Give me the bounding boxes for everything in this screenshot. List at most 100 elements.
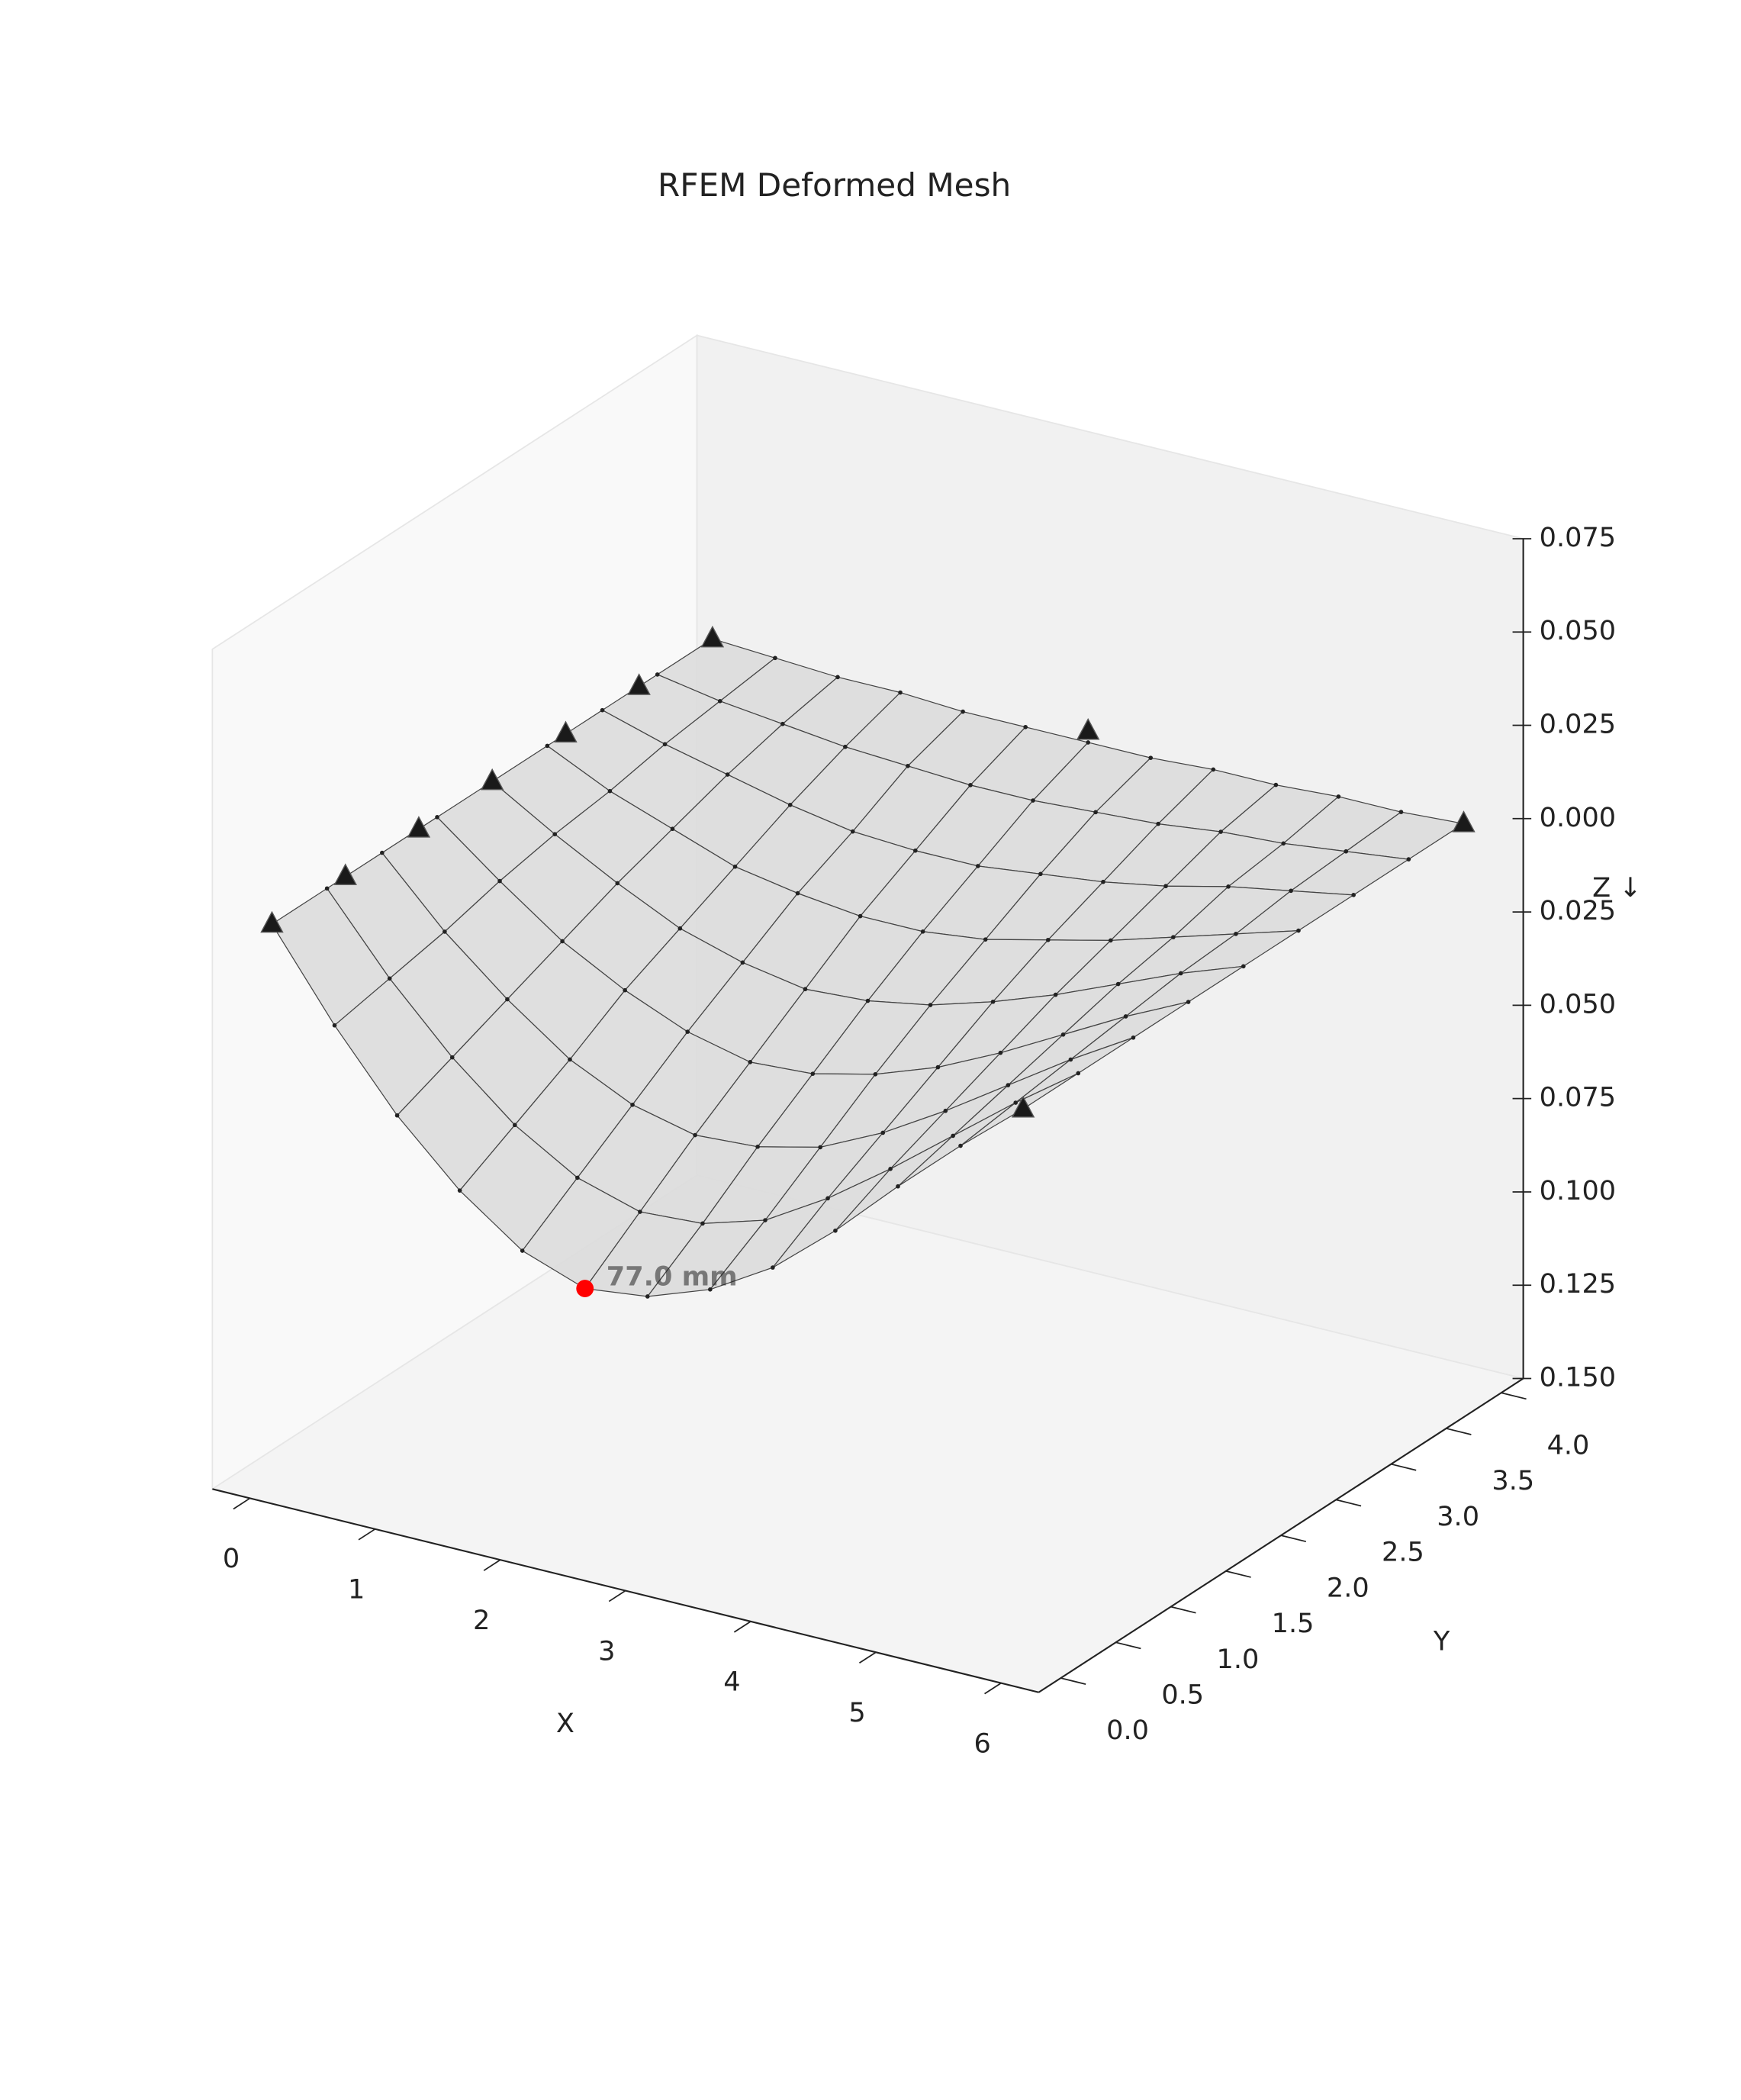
chart-title: RFEM Deformed Mesh [658,166,1011,204]
mesh-node [1156,821,1160,826]
mesh-node [732,864,738,869]
mesh-node [457,1188,462,1193]
z-tick-label: 0.025 [1540,895,1616,926]
mesh-node [850,829,855,834]
x-tick [608,1589,626,1602]
mesh-node [787,802,793,807]
mesh-node [497,878,502,884]
z-tick-label: 0.000 [1540,802,1616,833]
mesh-node [810,1071,816,1076]
mesh-node [520,1248,525,1253]
mesh-node [655,672,660,677]
x-tick-label: 4 [723,1667,740,1698]
support [1011,1095,1035,1118]
mesh-node [1038,871,1043,877]
mesh-node [888,1167,893,1171]
mesh-node [630,1102,635,1107]
mesh-node [1163,884,1168,889]
mesh-node [623,987,627,993]
mesh-node [575,1175,580,1180]
mesh-node [1148,755,1154,760]
mesh-node [951,1133,955,1139]
mesh-node [1344,849,1349,854]
mesh-node [1131,1035,1136,1040]
x-axis-label: X [556,1708,574,1739]
z-tick-label: 0.100 [1540,1175,1616,1206]
mesh-node [324,886,330,891]
y-tick-label: 1.0 [1217,1644,1260,1675]
y-tick-label: 0.5 [1161,1680,1204,1711]
mesh-node [1123,1014,1128,1019]
mesh-node [755,1144,760,1149]
mesh-node [1076,1071,1081,1076]
y-tick [1170,1606,1196,1614]
mesh-node [693,1132,697,1138]
mesh-node [560,939,565,944]
x-tick [358,1528,376,1541]
mesh-node [1023,724,1028,730]
mesh-node [1171,935,1176,939]
mesh-node [600,707,605,713]
mesh-node [898,690,903,695]
support [480,768,504,791]
mesh-node [1234,932,1238,936]
mesh-node [1218,829,1223,834]
mesh-node [835,675,840,680]
mesh-node [990,999,996,1004]
mesh-node [1226,884,1231,889]
z-tick-label: 0.075 [1540,1082,1616,1113]
mesh-node [1053,992,1058,997]
z-tick-label: 0.150 [1540,1362,1616,1393]
z-axis-label: Z ↓ [1592,872,1642,903]
z-tick-label: 0.125 [1540,1268,1616,1300]
x-tick [483,1559,501,1571]
y-tick-label: 0.0 [1106,1715,1149,1746]
mesh-node [1093,810,1098,815]
mesh-node [568,1057,572,1062]
mesh-node [1006,1083,1011,1087]
y-tick-label: 3.0 [1437,1501,1479,1532]
mesh-node [771,1265,775,1270]
mesh-node [645,1294,650,1299]
mesh-node [1115,981,1121,987]
mesh-node [1211,767,1216,772]
mesh-node [1296,928,1301,933]
mesh-node [552,832,558,837]
z-tick-label: 0.050 [1540,988,1616,1019]
z-tick-label: 0.025 [1540,709,1616,740]
y-tick-label: 3.5 [1492,1465,1534,1496]
x-tick-label: 2 [473,1605,490,1636]
mesh-node [865,998,870,1003]
support [1076,717,1100,740]
y-tick [1280,1535,1307,1543]
mesh-node [677,926,683,931]
x-tick [984,1682,1002,1695]
mesh-node [920,929,925,934]
mesh-node [662,742,668,747]
mesh-node [545,743,550,749]
mesh-node [976,864,980,868]
x-tick-label: 5 [848,1697,865,1728]
max-deflection-label: 77.0 mm [607,1261,738,1293]
mesh-node [1336,794,1341,799]
mesh-node [1060,1032,1066,1037]
mesh-node [825,1196,830,1201]
x-tick-label: 3 [598,1635,615,1667]
mesh-node [512,1122,517,1128]
mesh-node [1273,782,1279,788]
mesh-node [912,848,918,853]
support [627,673,651,695]
x-tick-label: 6 [973,1728,990,1759]
mesh-node [725,772,730,777]
mesh-node [1351,893,1356,897]
support [1452,810,1476,833]
mesh-node [983,937,988,942]
mesh-node [1398,810,1404,814]
mesh-node [961,709,965,714]
x-tick [858,1651,877,1664]
mesh-node [505,997,510,1002]
mesh-node [906,763,910,768]
support [700,625,725,648]
mesh-node [1031,798,1035,803]
support [554,720,578,742]
